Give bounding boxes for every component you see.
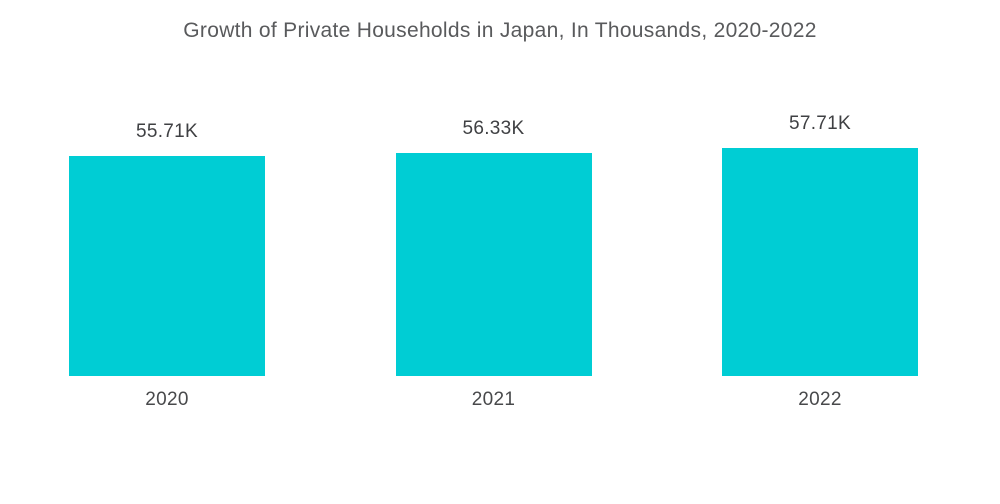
bar-group-2021: 56.33K 2021: [395, 118, 592, 410]
bar-value-label: 55.71K: [135, 121, 199, 142]
bar-plot-area: 55.71K 2020 56.33K 2021 57.71K 2022: [69, 113, 918, 410]
x-axis-tick-label: 2021: [471, 389, 516, 410]
bar-value-label: 56.33K: [462, 118, 525, 139]
chart-title: Growth of Private Households in Japan, I…: [183, 19, 817, 42]
bar: [395, 153, 592, 376]
bar: [69, 156, 265, 376]
bar-group-2022: 57.71K 2022: [722, 113, 918, 410]
bar-value-label: 57.71K: [788, 113, 852, 134]
bar: [722, 148, 918, 376]
x-axis-tick-label: 2020: [145, 389, 189, 410]
bar-group-2020: 55.71K 2020: [69, 121, 265, 410]
x-axis-tick-label: 2022: [798, 389, 842, 410]
